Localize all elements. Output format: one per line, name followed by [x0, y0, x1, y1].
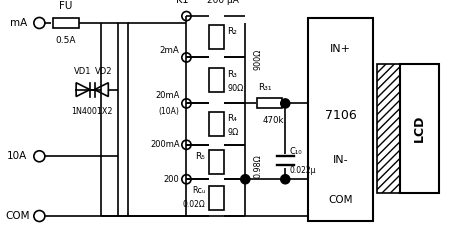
Text: mA: mA	[10, 18, 27, 28]
Text: R₄: R₄	[228, 114, 237, 123]
Bar	[308, 18, 373, 221]
Bar	[400, 64, 439, 193]
Text: 200 μA: 200 μA	[207, 0, 239, 5]
Circle shape	[241, 175, 250, 184]
Bar	[377, 64, 400, 193]
Polygon shape	[76, 83, 90, 97]
Text: COM: COM	[328, 196, 353, 205]
Bar	[118, 23, 128, 216]
Bar	[209, 186, 224, 210]
Text: 7106: 7106	[325, 109, 356, 122]
Text: (10A): (10A)	[159, 107, 180, 116]
Text: 200mA: 200mA	[150, 140, 180, 149]
Text: IN+: IN+	[330, 44, 351, 54]
Text: IN-: IN-	[333, 155, 348, 165]
Circle shape	[281, 99, 290, 108]
Text: VD2: VD2	[95, 67, 112, 76]
Text: 1N4001X2: 1N4001X2	[72, 107, 113, 116]
Text: 0.02Ω: 0.02Ω	[182, 200, 205, 209]
Text: 90Ω: 90Ω	[228, 84, 244, 93]
Bar	[209, 69, 224, 92]
Text: 2mA: 2mA	[160, 46, 180, 55]
Text: R₂: R₂	[228, 27, 237, 36]
Text: 20mA: 20mA	[155, 91, 180, 100]
Text: 0.98Ω: 0.98Ω	[254, 155, 263, 179]
Bar	[256, 98, 282, 109]
Text: VD1: VD1	[74, 67, 92, 76]
Bar	[54, 18, 79, 28]
Text: 900Ω: 900Ω	[254, 49, 263, 70]
Text: Rᴄᵤ: Rᴄᵤ	[192, 186, 205, 195]
Text: FU: FU	[59, 0, 73, 11]
Text: 470k: 470k	[262, 116, 284, 125]
Bar	[209, 150, 224, 174]
Text: 10A: 10A	[7, 151, 27, 161]
Circle shape	[281, 175, 290, 184]
Text: K1: K1	[175, 0, 188, 5]
Text: 0.5A: 0.5A	[56, 36, 76, 45]
Text: R₃: R₃	[228, 71, 237, 79]
Text: LCD: LCD	[413, 115, 426, 142]
Polygon shape	[94, 83, 108, 97]
Text: C₁₀: C₁₀	[290, 147, 302, 156]
Text: R₅: R₅	[195, 152, 205, 161]
Text: 9Ω: 9Ω	[228, 128, 238, 137]
Text: COM: COM	[5, 211, 29, 221]
Text: R₃₁: R₃₁	[258, 83, 271, 92]
Bar	[209, 112, 224, 136]
Text: 0.022μ: 0.022μ	[290, 167, 316, 175]
Text: 200: 200	[164, 175, 180, 184]
Bar	[209, 25, 224, 49]
